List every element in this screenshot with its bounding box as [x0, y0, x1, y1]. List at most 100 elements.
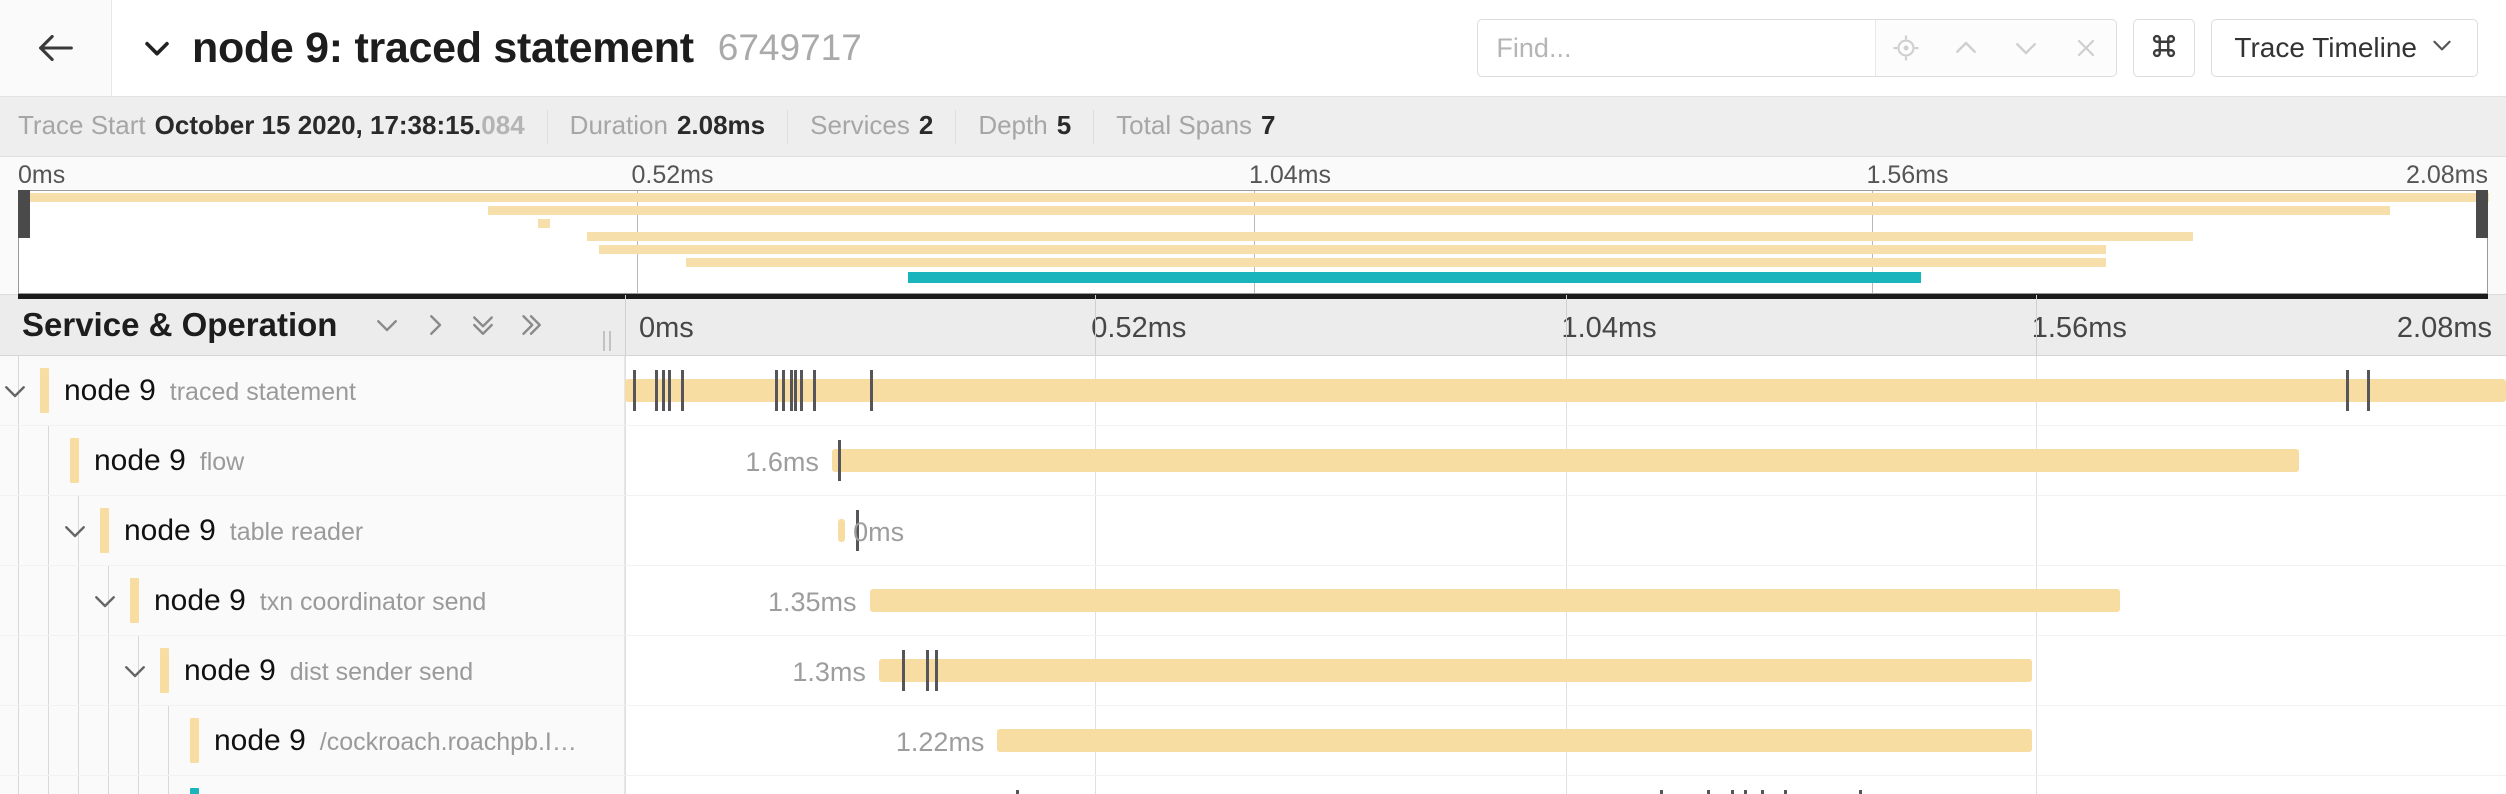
operation-name: table reader — [229, 517, 364, 546]
minimap-span-bar — [908, 272, 1921, 283]
span-row-timeline-cell[interactable]: 1.3ms — [625, 636, 2506, 705]
timeline-header-gridline — [1095, 295, 1097, 355]
span-row[interactable]: node 9 dist sender send 1.3ms — [0, 636, 2506, 706]
span-log-marker — [1016, 790, 1020, 794]
search-input[interactable] — [1478, 20, 1876, 76]
span-row-label-cell[interactable]: node 9 dist sender send — [0, 636, 625, 705]
span-row-label-cell[interactable]: node 9 traced statement — [0, 356, 625, 425]
span-row-timeline-cell[interactable]: 1.22ms — [625, 706, 2506, 775]
span-row-label-cell[interactable]: node 4/cockroach.roachpb.I… — [0, 776, 625, 794]
close-icon[interactable] — [2056, 20, 2116, 76]
timeline-tick-label: 1.56ms — [2031, 312, 2127, 344]
span-row-label-cell[interactable]: node 9/cockroach.roachpb.I… — [0, 706, 625, 775]
chevron-down-icon[interactable] — [118, 654, 152, 688]
timeline-tick-label: 2.08ms — [2396, 312, 2492, 344]
span-row[interactable]: node 4/cockroach.roachpb.I…0.85ms — [0, 776, 2506, 794]
top-header: node 9: traced statement 6749717 — [0, 0, 2506, 97]
span-row[interactable]: node 9 txn coordinator send 1.35ms — [0, 566, 2506, 636]
view-selector-button[interactable]: Trace Timeline — [2211, 19, 2478, 77]
info-value: October 15 2020, 17:38:15.084 — [154, 109, 525, 140]
trace-info-bar: Trace Start October 15 2020, 17:38:15.084… — [0, 97, 2506, 157]
span-log-marker — [782, 370, 786, 411]
service-name: node 9 — [214, 723, 306, 757]
minimap-tick-label: 2.08ms — [2406, 161, 2488, 189]
span-duration-bar[interactable] — [878, 659, 2032, 682]
chevron-down-icon[interactable] — [140, 31, 174, 65]
span-row-label-cell[interactable]: node 9 flow — [0, 426, 625, 495]
chevron-down-icon[interactable] — [1996, 20, 2056, 76]
minimap-gridline — [636, 191, 638, 293]
span-row-timeline-cell[interactable] — [625, 356, 2506, 425]
timeline-tick-label: 1.04ms — [1561, 312, 1657, 344]
span-log-marker — [789, 370, 793, 411]
info-value-fraction: 084 — [481, 109, 525, 140]
info-value: 2 — [918, 109, 934, 140]
timeline-header-gridline — [1565, 295, 1567, 355]
span-row-timeline-cell[interactable]: 1.6ms — [625, 426, 2506, 495]
expand-all-icon[interactable] — [511, 305, 551, 345]
chevron-up-icon[interactable] — [1936, 20, 1996, 76]
service-color-bar — [190, 718, 199, 763]
minimap-viewport[interactable] — [18, 190, 2489, 294]
collapse-one-icon[interactable] — [367, 305, 407, 345]
span-duration-bar[interactable] — [625, 379, 2506, 402]
minimap-drag-handle-left[interactable] — [18, 190, 30, 238]
span-row[interactable]: node 9 flow 1.6ms — [0, 426, 2506, 496]
span-labels: node 9 txn coordinator send — [154, 584, 486, 618]
span-log-marker — [655, 370, 659, 411]
span-rows: node 9 traced statement node 9 flow 1.6ms nod… — [0, 356, 2506, 794]
info-label: Depth — [978, 109, 1048, 140]
minimap-drag-handle-right[interactable] — [2476, 190, 2488, 238]
info-label: Trace Start — [18, 109, 146, 140]
minimap-tick-label: 1.56ms — [1866, 161, 1949, 189]
span-log-marker — [925, 650, 929, 691]
view-selector-label: Trace Timeline — [2234, 32, 2417, 63]
timeline-gridline — [2035, 776, 2037, 794]
span-log-marker — [901, 650, 905, 691]
span-duration-bar[interactable] — [831, 449, 2300, 472]
span-row[interactable]: node 9/cockroach.roachpb.I… 1.22ms — [0, 706, 2506, 776]
info-item: Depth 5 — [956, 109, 1095, 144]
span-row-label-cell[interactable]: node 9 txn coordinator send — [0, 566, 625, 635]
keyboard-shortcuts-button[interactable] — [2133, 19, 2196, 77]
service-name: node 9 — [184, 653, 276, 687]
tree-indent-guide — [48, 706, 49, 775]
chevron-down-icon[interactable] — [0, 374, 32, 408]
span-row-timeline-cell[interactable]: 1.35ms — [625, 566, 2506, 635]
timeline-tick-label: 0ms — [639, 312, 694, 344]
span-log-marker — [799, 370, 803, 411]
span-duration-bar[interactable] — [869, 589, 2121, 612]
column-resize-handle[interactable] — [603, 331, 611, 351]
timeline-header-gridline — [625, 295, 626, 355]
minimap-span-bar — [599, 245, 2107, 254]
info-value: 7 — [1261, 109, 1276, 140]
info-item: Trace Start October 15 2020, 17:38:15.084 — [18, 109, 548, 144]
crosshair-icon[interactable] — [1876, 20, 1936, 76]
back-button[interactable] — [0, 0, 112, 96]
span-log-marker — [869, 370, 873, 411]
tree-indent-guide — [48, 496, 49, 565]
span-duration-bar[interactable] — [837, 519, 846, 542]
span-row-timeline-cell[interactable]: 0.85ms — [625, 776, 2506, 794]
span-row-label-cell[interactable]: node 9 table reader — [0, 496, 625, 565]
info-item: Total Spans 7 — [1094, 110, 1297, 144]
span-log-marker — [633, 370, 637, 411]
tree-indent-guide — [168, 776, 169, 794]
span-row[interactable]: node 9 traced statement — [0, 356, 2506, 426]
minimap-gridline — [1871, 191, 1873, 293]
info-label: Total Spans — [1116, 109, 1253, 140]
span-log-marker — [1744, 790, 1748, 794]
collapse-all-icon[interactable] — [463, 305, 503, 345]
expand-one-icon[interactable] — [415, 305, 455, 345]
span-duration-bar[interactable] — [997, 729, 2032, 752]
timeline-gridline — [625, 426, 626, 495]
span-row-timeline-cell[interactable]: 0ms — [625, 496, 2506, 565]
minimap-shadow — [18, 294, 2488, 299]
span-log-marker — [856, 510, 860, 551]
chevron-down-icon[interactable] — [88, 584, 122, 618]
span-row[interactable]: node 9 table reader 0ms — [0, 496, 2506, 566]
span-labels: node 9 traced statement — [64, 374, 356, 408]
timeline-gridline — [625, 496, 626, 565]
chevron-down-icon[interactable] — [58, 514, 92, 548]
tree-indent-guide — [78, 636, 79, 705]
